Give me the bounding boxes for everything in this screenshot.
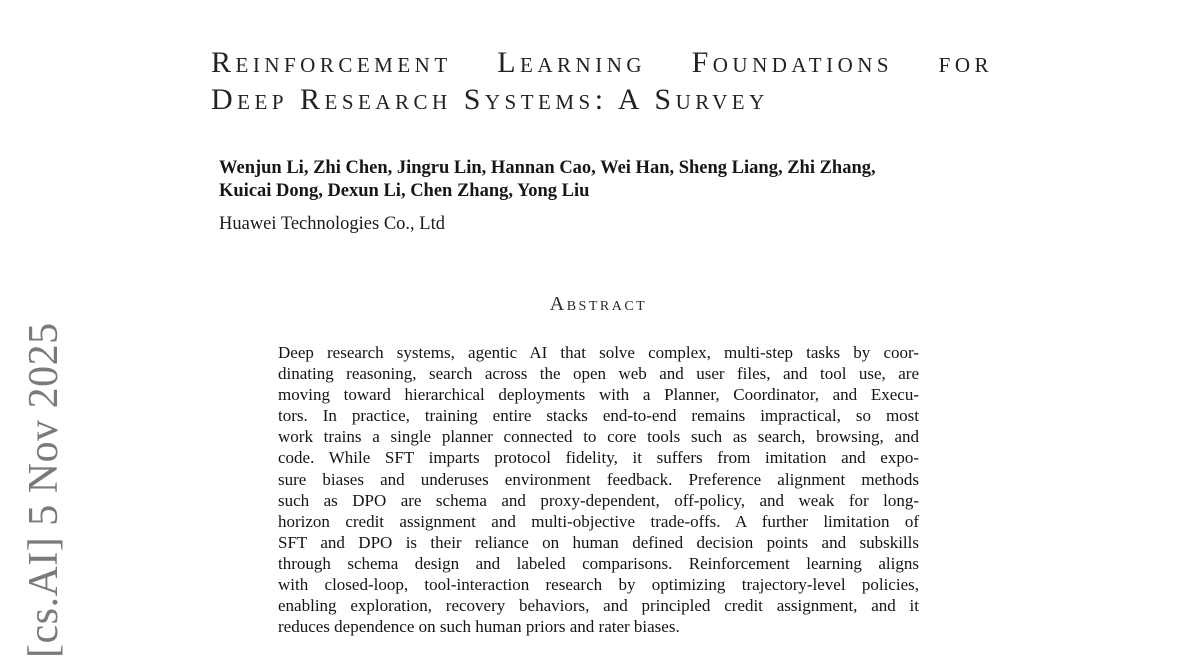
abstract-line: code. While SFT imparts protocol fidelit… xyxy=(278,448,919,468)
affiliation: Huawei Technologies Co., Ltd xyxy=(219,214,445,234)
abstract-line: reduces dependence on such human priors … xyxy=(278,617,680,637)
arxiv-sidebar-stamp: [cs.AI] 5 Nov 2025 xyxy=(21,322,67,658)
abstract-line: with closed-loop, tool-interaction resea… xyxy=(278,575,919,595)
abstract-heading: Abstract xyxy=(549,293,648,315)
abstract-line: sure biases and underuses environment fe… xyxy=(278,469,919,489)
abstract-line: dinating reasoning, search across the op… xyxy=(278,364,919,384)
abstract-line: moving toward hierarchical deployments w… xyxy=(278,385,919,405)
abstract-line: Deep research systems, agentic AI that s… xyxy=(278,343,919,362)
abstract-text: Deep research systems, agentic AI that s… xyxy=(278,342,919,637)
abstract-line: such as DPO are schema and proxy-depende… xyxy=(278,490,919,510)
paper-title: Reinforcement Learning Foundations for D… xyxy=(211,44,993,118)
author-list: Wenjun Li, Zhi Chen, Jingru Lin, Hannan … xyxy=(219,157,939,202)
author-list-line-1: Wenjun Li, Zhi Chen, Jingru Lin, Hannan … xyxy=(219,158,876,178)
paper-title-line-1: Reinforcement Learning Foundations for xyxy=(211,46,993,79)
abstract-line: tors. In practice, training entire stack… xyxy=(278,406,919,426)
abstract-line: work trains a single planner connected t… xyxy=(278,427,919,447)
paper-title-line-2: Deep Research Systems: A Survey xyxy=(211,83,769,116)
abstract-line: enabling exploration, recovery behaviors… xyxy=(278,596,919,616)
abstract-line: through schema design and labeled compar… xyxy=(278,553,919,573)
abstract-line: horizon credit assignment and multi-obje… xyxy=(278,511,919,531)
abstract-line: SFT and DPO is their reliance on human d… xyxy=(278,532,919,552)
author-list-line-2: Kuicai Dong, Dexun Li, Chen Zhang, Yong … xyxy=(219,180,590,201)
